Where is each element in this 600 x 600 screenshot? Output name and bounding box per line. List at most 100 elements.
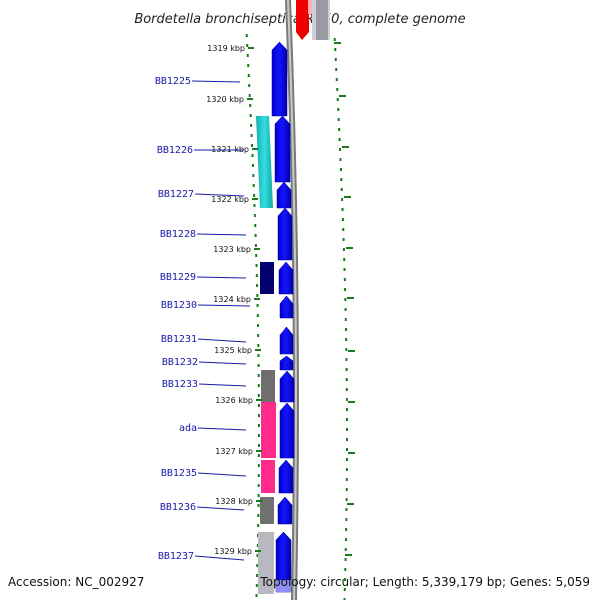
track-dot <box>250 124 253 127</box>
track-dot <box>249 114 252 117</box>
ruler-tick-label: 1324 kbp <box>213 295 251 304</box>
gene-label[interactable]: BB1230 <box>161 300 197 311</box>
colored-blocks <box>256 116 276 594</box>
gene-label-leader <box>194 555 245 561</box>
track-dot <box>257 514 260 517</box>
gene-label[interactable]: BB1235 <box>161 468 197 479</box>
ruler-tick-label: 1326 kbp <box>215 396 253 405</box>
track-dot <box>256 304 259 307</box>
track-dot <box>256 554 259 557</box>
ruler-tick-label: 1328 kbp <box>215 497 253 506</box>
track-major-tick <box>342 146 349 148</box>
track-dot <box>344 558 347 561</box>
track-dot <box>345 398 348 401</box>
gene-label[interactable]: BB1236 <box>160 502 196 513</box>
track-dot <box>257 494 260 497</box>
track-dot <box>247 74 250 77</box>
gene-label-leader <box>197 338 247 343</box>
gene-arrow[interactable] <box>277 207 293 261</box>
track-dot <box>337 108 340 111</box>
track-dot <box>345 438 348 441</box>
gene-label[interactable]: BB1228 <box>160 229 196 240</box>
track-dot <box>336 88 339 91</box>
track-dot <box>341 218 344 221</box>
gene-arrow[interactable] <box>279 402 295 459</box>
track-dot <box>344 578 347 581</box>
gene-label[interactable]: ada <box>179 423 197 434</box>
gene-arrow[interactable] <box>274 115 291 183</box>
track-major-tick <box>344 196 351 198</box>
gene-label-leader <box>197 472 247 477</box>
ruler-tick-label: 1323 kbp <box>213 245 251 254</box>
gene-label-leader <box>198 383 247 387</box>
track-dot <box>257 524 260 527</box>
track-major-tick <box>339 95 346 97</box>
gene-arrow[interactable] <box>279 355 294 371</box>
gene-arrow[interactable] <box>279 370 295 403</box>
track-dot <box>255 264 258 267</box>
track-dot <box>338 128 341 131</box>
gene-label[interactable]: BB1233 <box>162 379 198 390</box>
track-dot <box>257 444 260 447</box>
track-dot <box>257 464 260 467</box>
track-dot <box>344 308 347 311</box>
gene-label[interactable]: BB1232 <box>162 357 198 368</box>
track-major-tick <box>345 554 352 556</box>
track-dot <box>249 104 252 107</box>
gene-label[interactable]: BB1227 <box>158 189 194 200</box>
gene-arrow[interactable] <box>279 295 294 319</box>
gene-label[interactable]: BB1237 <box>158 551 194 562</box>
track-dot <box>257 474 260 477</box>
track-dot <box>340 188 343 191</box>
track-dot <box>257 454 260 457</box>
ruler-tick-label: 1329 kbp <box>214 547 252 556</box>
track-dot <box>253 194 256 197</box>
ruler-tick-label: 1327 kbp <box>215 447 253 456</box>
gene-label[interactable]: BB1231 <box>161 334 197 345</box>
track-dot <box>255 254 258 257</box>
track-dot <box>255 584 258 587</box>
genome-summary-text: Topology: circular; Length: 5,339,179 bp… <box>259 575 590 589</box>
feature-top-red-edge <box>308 0 312 14</box>
gene-arrow-fade <box>276 580 291 592</box>
track-dot <box>343 598 346 600</box>
track-dot <box>341 198 344 201</box>
track-dot <box>345 358 348 361</box>
feature-top-red <box>296 0 309 40</box>
gene-label[interactable]: BB1226 <box>157 145 193 156</box>
track-dot <box>256 534 259 537</box>
track-major-tick <box>348 401 355 403</box>
gene-arrow[interactable] <box>278 459 294 494</box>
track-dot <box>255 274 258 277</box>
gene-label-leader <box>196 276 247 279</box>
track-dot <box>252 174 255 177</box>
gene-arrow[interactable] <box>279 326 294 355</box>
gene-arrow[interactable] <box>276 181 292 209</box>
block-gray-small <box>260 497 274 524</box>
gene-label[interactable]: BB1229 <box>160 272 196 283</box>
track-major-tick <box>346 247 353 249</box>
gene-arrow[interactable] <box>271 41 288 117</box>
track-dot <box>257 344 260 347</box>
track-major-tick <box>347 297 354 299</box>
track-dot <box>254 244 257 247</box>
ruler-tick-label: 1319 kbp <box>207 44 245 53</box>
tick-track-left <box>245 34 260 597</box>
track-dot <box>245 34 248 37</box>
track-dot <box>256 284 259 287</box>
track-dot <box>342 238 345 241</box>
gene-arrow[interactable] <box>278 261 294 295</box>
track-dot <box>257 404 260 407</box>
gene-labels: BB1225 BB1226 BB1227 BB1228 BB1229 BB1230 BB12… <box>155 76 251 562</box>
track-dot <box>343 268 346 271</box>
track-major-tick <box>348 452 355 454</box>
gene-label[interactable]: BB1225 <box>155 76 191 87</box>
gene-arrow[interactable] <box>277 496 293 525</box>
track-dot <box>345 488 348 491</box>
track-dot <box>345 408 348 411</box>
track-dot <box>345 448 348 451</box>
track-dot <box>334 48 337 51</box>
track-dot <box>343 258 346 261</box>
